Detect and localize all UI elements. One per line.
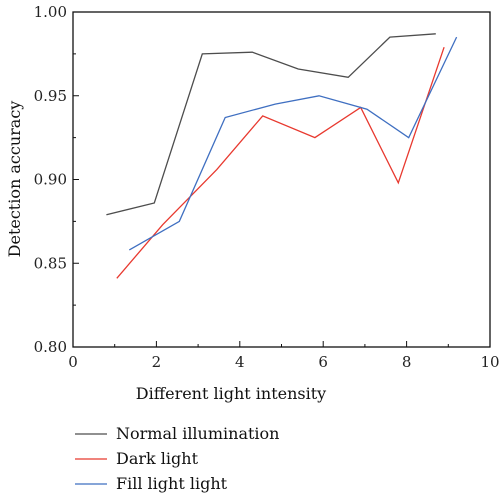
y-tick-label: 0.95: [34, 87, 67, 105]
y-tick-label: 0.85: [34, 254, 67, 272]
x-tick-label: 10: [480, 353, 499, 371]
y-axis-label: Detection accuracy: [5, 101, 24, 258]
x-tick-label: 6: [318, 353, 328, 371]
y-tick-label: 0.90: [34, 171, 67, 189]
x-tick-label: 4: [235, 353, 245, 371]
series-lines: [106, 33, 458, 279]
legend: Normal illumination Dark light Fill light …: [75, 424, 279, 493]
series-line-dark-light: [116, 46, 445, 279]
x-tick-label: 0: [68, 353, 78, 371]
legend-label-fill-light-light: Fill light light: [116, 474, 228, 493]
y-tick-label: 1.00: [34, 3, 67, 21]
y-tick-label: 0.80: [34, 338, 67, 356]
series-line-fill-light-light: [128, 36, 458, 251]
legend-label-normal-illumination: Normal illumination: [116, 424, 279, 443]
x-axis-ticks: 0 2 4 6 8 10: [68, 341, 500, 371]
x-axis-label: Different light intensity: [136, 384, 326, 403]
x-tick-label: 2: [152, 353, 162, 371]
x-tick-label: 8: [402, 353, 412, 371]
legend-label-dark-light: Dark light: [116, 449, 199, 468]
y-axis-ticks: 0.80 0.85 0.90 0.95 1.00: [34, 3, 79, 356]
series-line-normal-illumination: [106, 33, 436, 216]
